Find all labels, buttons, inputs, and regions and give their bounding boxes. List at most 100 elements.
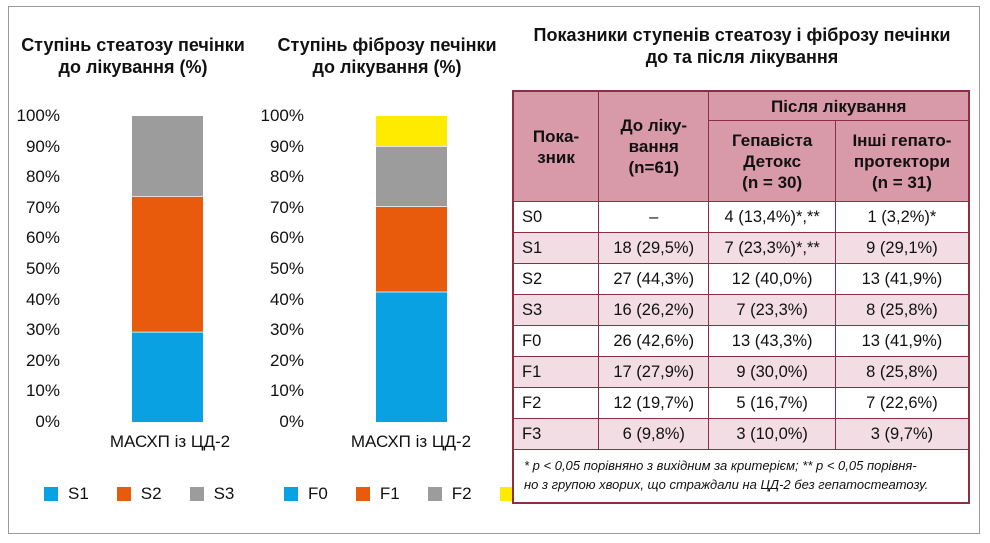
legend-label: S2 [140, 484, 162, 503]
steatosis-title-line-1: Ступінь стеатозу печінки [21, 35, 245, 55]
before-treatment-header: До ліку- вання (n=61) [598, 90, 710, 202]
row-label-cell: F3 [512, 418, 600, 450]
table-title-line-2: до та після лікування [645, 47, 839, 67]
group2-header-line-3: (n = 31) [871, 172, 932, 192]
y-tick-label: 0% [35, 412, 60, 431]
bar-segment-f3 [376, 116, 447, 146]
before-cell: 12 (19,7%) [598, 387, 710, 419]
legend-label: S1 [68, 484, 89, 503]
table-row: F3 6 (9,8%) 3 (10,0%) 3 (9,7%) [512, 418, 970, 450]
y-tick-label: 60% [269, 228, 304, 248]
y-tick-label: 30% [25, 320, 60, 340]
bar-segment-f0 [376, 291, 447, 422]
row-label-cell: S1 [512, 232, 600, 264]
y-tick-label: 50% [269, 259, 304, 278]
group1-header-line-2: Детокс [743, 151, 802, 171]
table-title: Показники ступенів стеатозу і фіброзу пе… [512, 24, 972, 68]
before-header-line-1: До ліку- [620, 116, 688, 135]
indicator-header-line-1: Пока- [532, 126, 580, 146]
group1-header-line-3: (n = 30) [742, 172, 803, 192]
y-tick-label: 60% [25, 228, 60, 248]
group2-header: Інші гепато- протектори (n = 31) [834, 120, 970, 202]
table-row: F2 12 (19,7%) 5 (16,7%) 7 (22,6%) [512, 387, 970, 419]
steatosis-x-category: МАСХП із ЦД-2 [109, 432, 231, 451]
table-row: S0–4 (13,4%)*,** 1 (3,2%)* [512, 201, 970, 233]
group1-cell: 7 (23,3%)*,** [708, 232, 836, 264]
legend-swatch [355, 487, 370, 501]
table-row: S1 18 (29,5%) 7 (23,3%)*,** 9 (29,1%) [512, 232, 970, 264]
before-cell: 17 (27,9%) [598, 356, 710, 388]
group2-cell: 7 (22,6%) [834, 387, 970, 419]
legend-item-s3: S3 [189, 484, 235, 504]
y-tick-label: 90% [269, 136, 304, 156]
legend-label: F2 [451, 484, 472, 503]
y-tick-label: 70% [269, 197, 304, 217]
group1-cell: 3 (10,0%) [708, 418, 836, 450]
y-tick-label: 90% [25, 136, 60, 156]
group2-cell: 8 (25,8%) [834, 356, 970, 388]
before-header-line-3: (n=61) [628, 158, 680, 177]
steatosis-title-line-2: до лікування (%) [58, 57, 208, 77]
row-label-cell: F0 [512, 325, 600, 357]
table-row: S2 27 (44,3%) 12 (40,0%) 13 (41,9%) [512, 263, 970, 295]
steatosis-legend: S1 S2 S3 [44, 484, 262, 504]
legend-swatch [284, 487, 298, 501]
group1-header: Гепавіста Детокс (n = 30) [708, 120, 836, 202]
before-cell: 18 (29,5%) [598, 232, 710, 264]
legend-swatch [189, 487, 204, 501]
y-tick-label: 100% [260, 106, 304, 125]
legend-swatch [427, 487, 442, 501]
table-row: F0 26 (42,6%) 13 (43,3%) 13 (41,9%) [512, 325, 970, 357]
group1-cell: 4 (13,4%)*,** [708, 201, 836, 233]
bar-segment-f2 [376, 145, 447, 207]
steatosis-chart-title: Ступінь стеатозу печінки до лікування (%… [8, 34, 258, 78]
group1-cell: 12 (40,0%) [708, 263, 836, 295]
table-row: F1 17 (27,9%) 9 (30,0%) 8 (25,8%) [512, 356, 970, 388]
legend-label: F0 [308, 484, 328, 503]
before-cell: 16 (26,2%) [598, 294, 710, 326]
y-tick-label: 40% [25, 289, 60, 309]
legend-swatch [499, 487, 514, 501]
table-title-line-1: Показники ступенів стеатозу і фіброзу пе… [533, 25, 951, 45]
group2-cell: 3 (9,7%) [834, 418, 970, 450]
group1-cell: 7 (23,3%) [708, 294, 836, 326]
results-table: Пока- зник До ліку- вання (n=61) Після л… [512, 90, 970, 504]
group2-cell: 8 (25,8%) [834, 294, 970, 326]
footnote-line-2: но з групою хворих, що страждали на ЦД-2… [524, 477, 929, 492]
y-tick-label: 30% [269, 320, 304, 340]
bar-segment-f1 [376, 206, 447, 292]
legend-label: S3 [213, 484, 235, 503]
before-cell: 6 (9,8%) [598, 418, 710, 450]
row-label-cell: F2 [512, 387, 600, 419]
group1-cell: 9 (30,0%) [708, 356, 836, 388]
before-header-line-2: вання [628, 137, 679, 156]
y-tick-label: 70% [25, 197, 60, 217]
y-tick-label: 0% [279, 412, 304, 431]
group2-cell: 9 (29,1%) [834, 232, 970, 264]
legend-item-s2: S2 [116, 484, 162, 504]
y-tick-label: 10% [269, 381, 304, 401]
table-row: S3 16 (26,2%) 7 (23,3%) 8 (25,8%) [512, 294, 970, 326]
legend-item-f2: F2 [427, 484, 472, 504]
legend-item-f0: F0 [284, 484, 328, 504]
group2-header-line-1: Інші гепато- [852, 130, 952, 150]
group2-cell: 13 (41,9%) [834, 263, 970, 295]
fibrosis-chart-title: Ступінь фіброзу печінки до лікування (%) [262, 34, 512, 78]
fibrosis-title-line-2: до лікування (%) [312, 57, 462, 77]
row-label-cell: S0 [512, 201, 600, 233]
legend-item-s1: S1 [44, 484, 89, 504]
group2-header-line-2: протектори [853, 151, 951, 171]
y-tick-label: 50% [25, 259, 60, 278]
row-label-cell: S3 [512, 294, 600, 326]
legend-item-f1: F1 [355, 484, 400, 504]
indicator-header: Пока- зник [512, 90, 600, 202]
y-tick-label: 20% [25, 350, 60, 370]
y-tick-label: 80% [25, 167, 60, 187]
legend-swatch [44, 487, 58, 501]
footnote-line-1: * p < 0,05 порівняно з вихідним за крите… [524, 458, 917, 473]
after-treatment-header: Після лікування [708, 90, 970, 121]
bar-segment-s1 [132, 331, 203, 422]
before-cell: 27 (44,3%) [598, 263, 710, 295]
y-tick-label: 80% [269, 167, 304, 187]
